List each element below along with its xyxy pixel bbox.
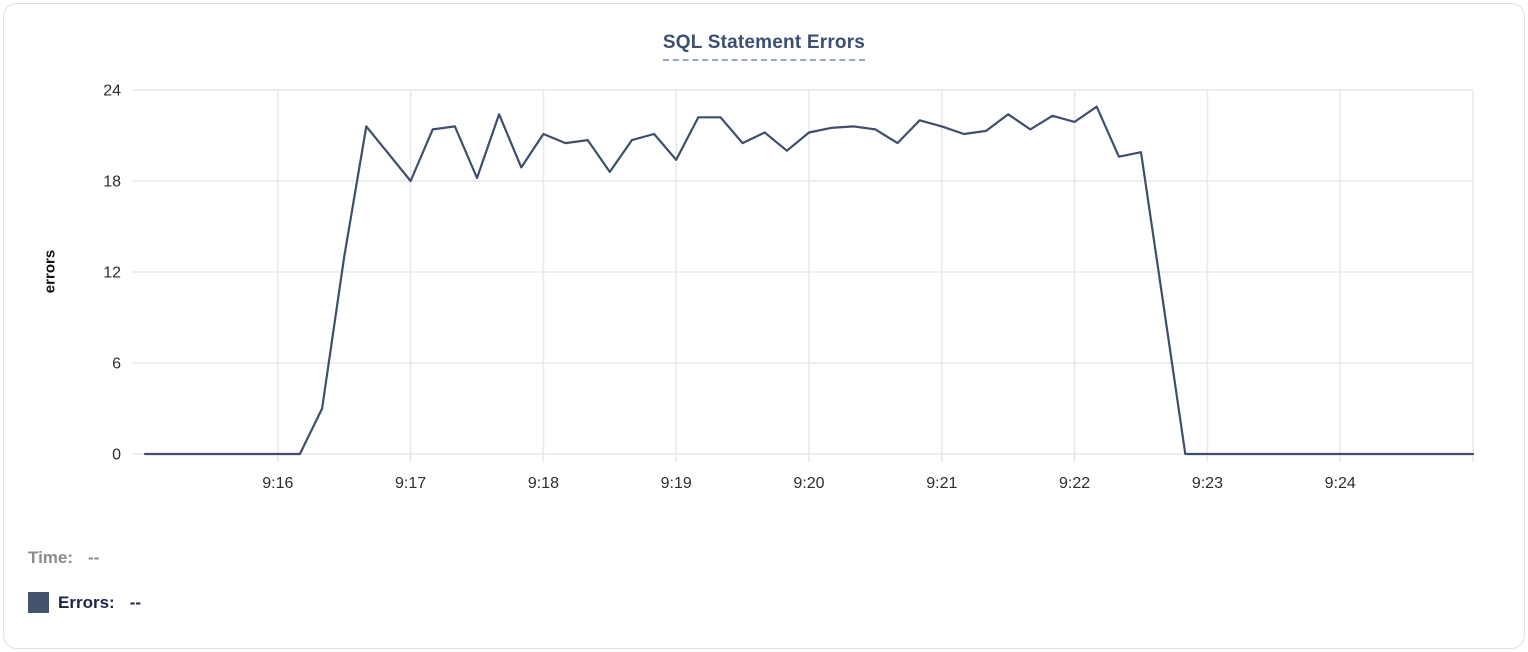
legend-errors-row[interactable]: Errors: -- xyxy=(28,592,141,613)
x-tick-label: 9:18 xyxy=(528,475,559,492)
y-tick-label: 24 xyxy=(103,83,121,100)
y-tick-label: 6 xyxy=(112,356,121,373)
x-tick-label: 9:24 xyxy=(1325,475,1356,492)
y-axis-title: errors xyxy=(41,249,59,294)
chart-title[interactable]: SQL Statement Errors xyxy=(662,32,866,61)
x-tick-label: 9:22 xyxy=(1059,475,1090,492)
legend-errors-label: Errors: xyxy=(58,592,115,612)
x-tick-label: 9:23 xyxy=(1192,475,1223,492)
errors-series-line xyxy=(143,105,1475,456)
y-tick-label: 18 xyxy=(103,174,121,191)
x-tick-label: 9:17 xyxy=(395,475,426,492)
tooltip-errors-value: -- xyxy=(129,592,142,612)
tooltip-time-row: Time: -- xyxy=(28,548,99,568)
errors-line-chart[interactable]: 0 6 12 18 24 9:16 9:17 9:18 9:19 9:20 9:21 9:22 9:23… xyxy=(4,4,1525,514)
chart-card: SQL Statement Errors 0 6 12 18 24 9:16 9:17 9:1… xyxy=(3,3,1525,649)
y-tick-label: 12 xyxy=(103,265,121,282)
legend-errors-item[interactable]: Errors: xyxy=(28,592,115,613)
tooltip-time-label: Time: xyxy=(28,548,74,567)
chart-header: SQL Statement Errors xyxy=(4,32,1524,61)
x-tick-label: 9:20 xyxy=(793,475,824,492)
errors-series-swatch-icon xyxy=(28,592,49,613)
y-tick-label: 0 xyxy=(112,447,121,464)
x-tick-label: 9:19 xyxy=(661,475,692,492)
tooltip-time-value: -- xyxy=(88,548,100,567)
x-tick-label: 9:16 xyxy=(262,475,293,492)
x-tick-label: 9:21 xyxy=(926,475,957,492)
